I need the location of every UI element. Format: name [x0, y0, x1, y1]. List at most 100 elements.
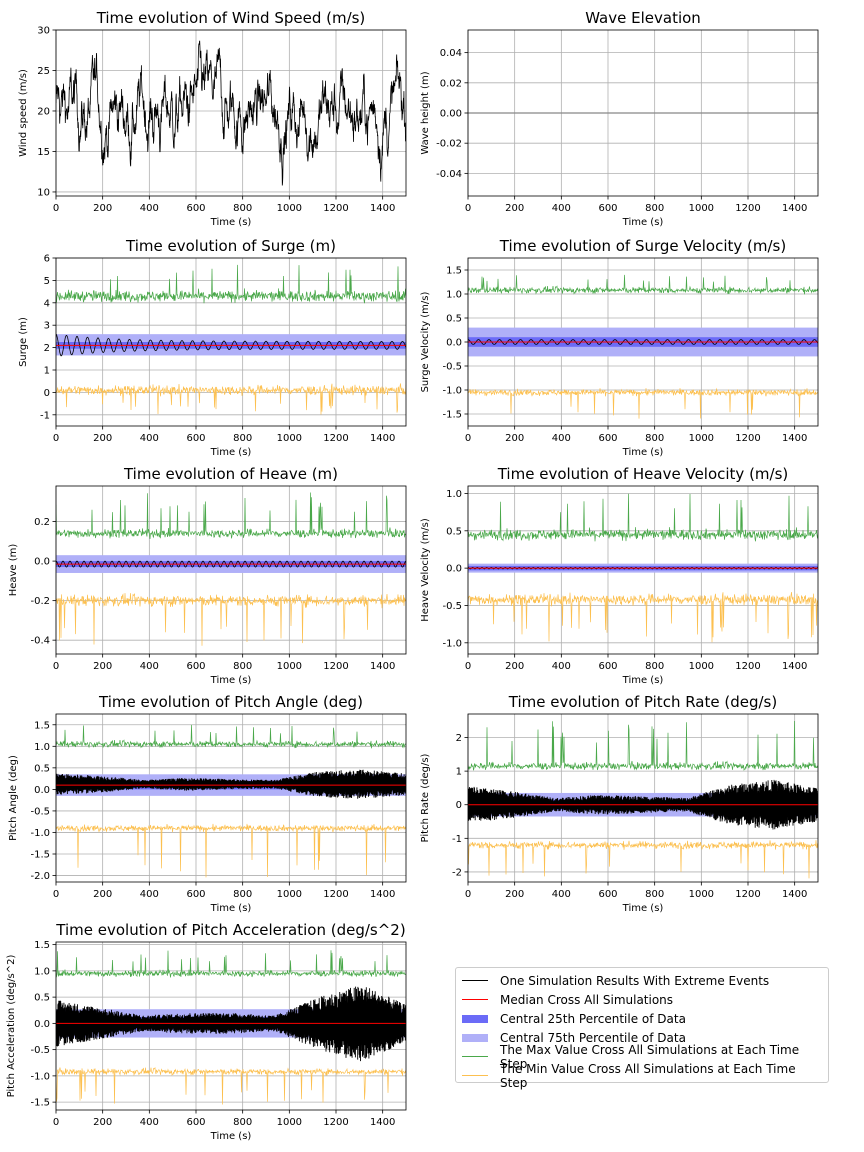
x-tick-label: 800 — [645, 433, 664, 444]
x-tick-label: 1400 — [782, 889, 807, 900]
max-series — [468, 274, 818, 295]
y-tick-label: -0.2 — [30, 596, 50, 607]
x-tick-label: 0 — [465, 203, 471, 214]
max-series — [56, 264, 406, 304]
x-tick-label: 400 — [140, 433, 159, 444]
y-tick-label: 0.0 — [34, 1019, 50, 1030]
x-tick-label: 0 — [465, 433, 471, 444]
x-tick-label: 200 — [505, 661, 524, 672]
legend-swatch — [462, 1056, 488, 1057]
y-tick-label: -1.5 — [30, 1098, 50, 1109]
x-tick-label: 200 — [505, 433, 524, 444]
y-tick-label: 0 — [44, 388, 50, 399]
axes-frame — [467, 485, 819, 655]
x-tick-label: 200 — [93, 203, 112, 214]
legend-label: One Simulation Results With Extreme Even… — [500, 973, 770, 988]
x-tick-label: 400 — [552, 889, 571, 900]
x-tick-label: 800 — [645, 661, 664, 672]
x-axis-label: Time (s) — [210, 217, 252, 228]
y-tick-label: 0.02 — [440, 78, 462, 89]
one-simulation-series — [56, 769, 406, 799]
min-series — [56, 823, 406, 878]
legend-label: Median Cross All Simulations — [500, 992, 674, 1007]
x-tick-label: 600 — [186, 889, 205, 900]
y-tick-label: -0.5 — [442, 362, 462, 373]
y-tick-label: 25 — [37, 66, 50, 77]
chart-pitchacc: 0 200 400 600 800 1000 1200 1400 -1.5 -1.0 -0.5 0.0… — [6, 921, 407, 1142]
y-tick-label: 3 — [44, 321, 50, 332]
x-tick-label: 1400 — [370, 889, 395, 900]
y-tick-label: 1.0 — [446, 290, 462, 301]
y-tick-label: 1.0 — [446, 489, 462, 500]
plot-area — [468, 720, 818, 879]
plot-area — [56, 264, 406, 415]
min-series — [468, 591, 818, 643]
legend-entry-median: Median Cross All Simulations — [462, 990, 822, 1009]
y-tick-label: 0.5 — [446, 526, 462, 537]
y-axis-label: Pitch Rate (deg/s) — [420, 753, 431, 842]
x-tick-label: 0 — [53, 1117, 59, 1128]
x-tick-label: 1000 — [689, 433, 714, 444]
max-series — [468, 720, 818, 772]
max-series — [56, 950, 406, 978]
x-tick-label: 800 — [645, 889, 664, 900]
legend-swatch — [462, 1014, 488, 1023]
y-tick-label: -0.5 — [442, 601, 462, 612]
legend-entry-one-simulation: One Simulation Results With Extreme Even… — [462, 971, 822, 990]
x-tick-label: 600 — [186, 661, 205, 672]
max-series — [56, 492, 406, 540]
x-axis-label: Time (s) — [210, 903, 252, 914]
chart-heave: 0 200 400 600 800 1000 1200 1400 -0.4 -0.2 0.0 0.2 T… — [8, 465, 407, 686]
x-tick-label: 1000 — [277, 203, 302, 214]
x-tick-label: 800 — [233, 661, 252, 672]
legend-swatch — [462, 1033, 488, 1042]
x-axis-label: Time (s) — [622, 217, 664, 228]
x-tick-label: 600 — [598, 661, 617, 672]
y-tick-label: 0.00 — [440, 109, 462, 120]
x-tick-label: 1200 — [735, 889, 760, 900]
axes-frame — [55, 713, 407, 883]
x-tick-label: 1400 — [782, 203, 807, 214]
y-tick-label: -2.0 — [30, 871, 50, 882]
y-tick-label: -1.0 — [442, 638, 462, 649]
x-tick-label: 0 — [53, 661, 59, 672]
y-axis-label: Wind speed (m/s) — [18, 69, 29, 157]
y-tick-label: 1 — [456, 767, 462, 778]
chart-wind: 0 200 400 600 800 1000 1200 1400 10 15 20 25 30 Time … — [18, 9, 407, 228]
x-tick-label: 1000 — [277, 433, 302, 444]
legend-entry-p75: Central 75th Percentile of Data — [462, 1028, 822, 1047]
axes-frame — [55, 257, 407, 427]
y-tick-label: -0.04 — [436, 169, 462, 180]
x-axis-label: Time (s) — [210, 447, 252, 458]
chart-title: Time evolution of Heave Velocity (m/s) — [497, 465, 789, 483]
x-tick-label: 1000 — [689, 889, 714, 900]
x-tick-label: 0 — [53, 203, 59, 214]
y-axis-label: Surge Velocity (m/s) — [420, 291, 431, 392]
x-tick-label: 200 — [93, 433, 112, 444]
x-axis-label: Time (s) — [622, 447, 664, 458]
one-simulation-series — [56, 560, 406, 568]
y-tick-label: 0.2 — [34, 517, 50, 528]
x-tick-label: 800 — [233, 203, 252, 214]
x-axis-label: Time (s) — [210, 675, 252, 686]
min-series — [56, 1066, 406, 1105]
y-tick-label: 15 — [37, 147, 50, 158]
legend-swatch — [462, 980, 488, 981]
legend-entry-p25: Central 25th Percentile of Data — [462, 1009, 822, 1028]
y-tick-label: 0.0 — [34, 785, 50, 796]
y-tick-label: 6 — [44, 254, 50, 265]
x-tick-label: 1000 — [689, 661, 714, 672]
x-tick-label: 1400 — [782, 661, 807, 672]
x-tick-label: 1000 — [277, 1117, 302, 1128]
x-tick-label: 1000 — [277, 889, 302, 900]
x-tick-label: 600 — [598, 433, 617, 444]
x-axis-label: Time (s) — [622, 903, 664, 914]
x-tick-label: 1400 — [370, 661, 395, 672]
x-tick-label: 1000 — [689, 203, 714, 214]
x-tick-label: 400 — [552, 433, 571, 444]
y-tick-label: 30 — [37, 26, 50, 37]
max-series — [56, 724, 406, 749]
chart-title: Time evolution of Wind Speed (m/s) — [96, 9, 366, 27]
legend-swatch — [462, 1075, 488, 1076]
